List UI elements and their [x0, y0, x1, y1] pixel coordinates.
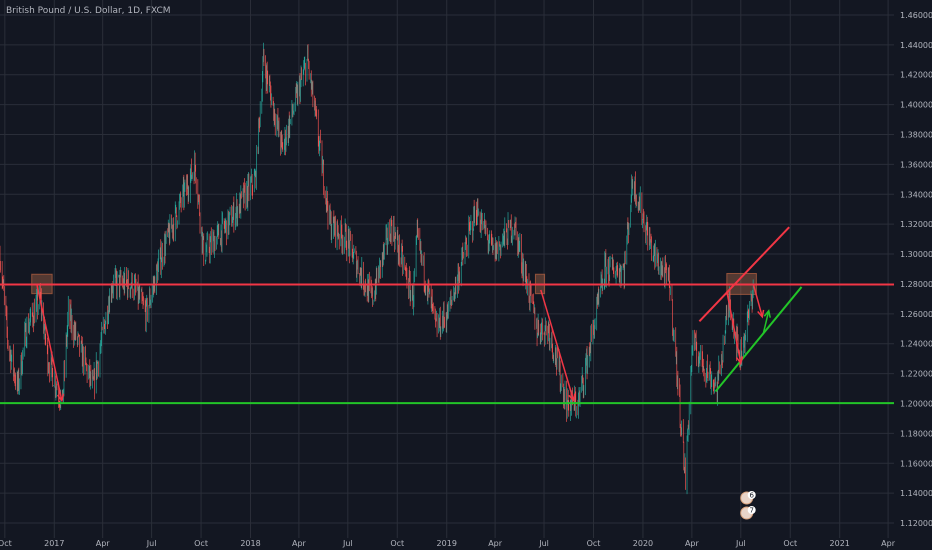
arrow-line[interactable] — [726, 291, 742, 364]
arrow-line[interactable] — [752, 285, 764, 318]
y-tick-label: 1.18000 — [900, 429, 932, 438]
x-tick-label: 2017 — [44, 539, 64, 548]
time-axis[interactable]: Oct 2017 Apr Jul Oct 2018 Apr Jul Oct 2019 Apr Jul O… — [0, 539, 896, 548]
arrow-head — [763, 309, 771, 318]
x-tick-label: Jul — [342, 539, 353, 548]
x-tick-label: Oct — [0, 539, 12, 548]
x-tick-label: Oct — [783, 539, 797, 548]
event-count-bubble — [747, 506, 756, 514]
event-markers[interactable]: 67 — [740, 491, 756, 520]
trend-line[interactable] — [714, 286, 803, 393]
x-tick-label: Jul — [538, 539, 549, 548]
x-tick-label: Oct — [587, 539, 601, 548]
y-tick-label: 1.20000 — [900, 400, 932, 409]
arrow-head — [56, 393, 65, 403]
chart-title: British Pound / U.S. Dollar, 1D, FXCM — [6, 6, 171, 16]
y-tick-label: 1.38000 — [900, 131, 932, 140]
arrow-head — [568, 393, 576, 403]
x-tick-label: Apr — [685, 539, 700, 548]
x-tick-label: Oct — [390, 539, 404, 548]
x-tick-label: 2018 — [240, 539, 260, 548]
x-tick-label: 2019 — [437, 539, 457, 548]
y-tick-label: 1.46000 — [900, 11, 932, 20]
y-tick-label: 1.16000 — [900, 459, 932, 468]
y-tick-label: 1.30000 — [900, 250, 932, 259]
event-count-label: 7 — [749, 507, 753, 515]
x-tick-label: Jul — [146, 539, 157, 548]
x-tick-label: Apr — [881, 539, 896, 548]
arrow-head — [735, 356, 744, 365]
x-tick-label: Apr — [292, 539, 307, 548]
x-tick-label: Jul — [735, 539, 746, 548]
arrow-line[interactable] — [36, 285, 63, 401]
x-tick-label: Apr — [488, 539, 503, 548]
y-tick-label: 1.40000 — [900, 101, 932, 110]
x-tick-label: 2021 — [830, 539, 850, 548]
price-axis-background — [894, 0, 932, 550]
event-count-bubble — [747, 491, 756, 499]
y-tick-label: 1.42000 — [900, 71, 932, 80]
y-tick-label: 1.14000 — [900, 489, 932, 498]
y-tick-label: 1.32000 — [900, 220, 932, 229]
candles — [0, 42, 754, 495]
y-tick-label: 1.36000 — [900, 160, 932, 169]
event-count-label: 6 — [749, 492, 754, 500]
y-tick-label: 1.12000 — [900, 519, 932, 528]
y-tick-label: 1.34000 — [900, 190, 932, 199]
y-tick-label: 1.24000 — [900, 340, 932, 349]
y-tick-label: 1.28000 — [900, 280, 932, 289]
arrow-head — [757, 309, 765, 319]
price-axis[interactable]: 1.46000 1.44000 1.42000 1.40000 1.38000 1.360… — [894, 0, 932, 550]
x-tick-label: 2020 — [633, 539, 653, 548]
x-tick-label: Apr — [96, 539, 111, 548]
y-tick-label: 1.22000 — [900, 370, 932, 379]
y-tick-label: 1.26000 — [900, 310, 932, 319]
drawings[interactable] — [36, 226, 803, 403]
arrow-line[interactable] — [540, 289, 575, 401]
x-tick-label: Oct — [194, 539, 208, 548]
y-tick-label: 1.44000 — [900, 41, 932, 50]
trend-line[interactable] — [698, 226, 790, 322]
arrow-line[interactable] — [762, 310, 770, 334]
